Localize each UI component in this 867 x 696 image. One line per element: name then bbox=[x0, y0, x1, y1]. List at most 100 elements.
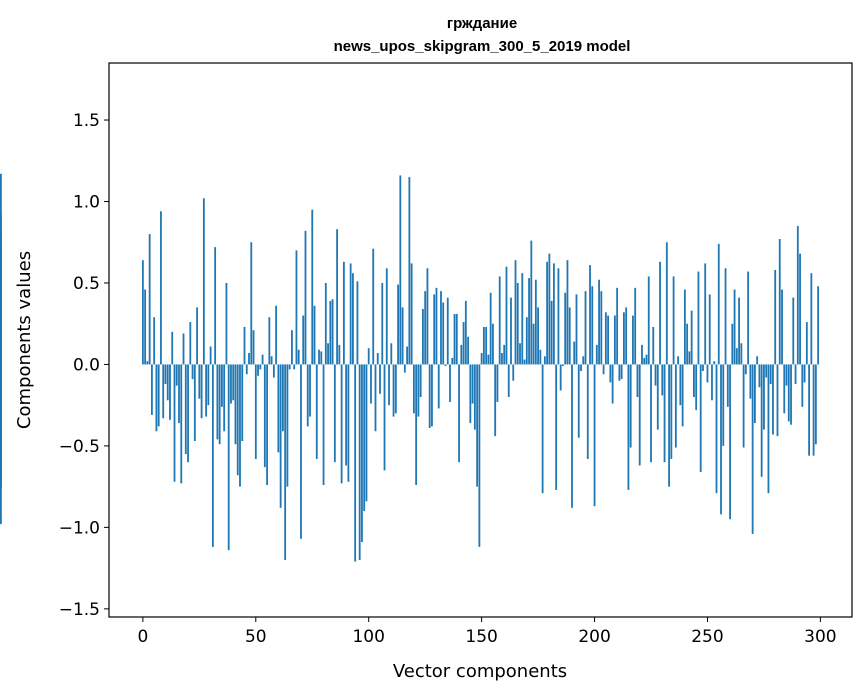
bar bbox=[318, 349, 320, 365]
bar bbox=[787, 364, 790, 422]
bar bbox=[577, 364, 580, 438]
bar bbox=[510, 297, 512, 365]
bar bbox=[293, 364, 296, 370]
bar bbox=[589, 265, 591, 365]
bar bbox=[573, 341, 576, 365]
bar bbox=[627, 364, 630, 490]
bar bbox=[333, 364, 336, 463]
bar bbox=[275, 305, 278, 365]
bar bbox=[496, 364, 499, 402]
bar bbox=[742, 364, 745, 448]
bar bbox=[523, 359, 526, 365]
bar bbox=[805, 322, 808, 365]
bar bbox=[320, 351, 323, 365]
bar bbox=[697, 271, 700, 365]
x-tick-label: 250 bbox=[691, 627, 723, 647]
bar bbox=[291, 330, 293, 365]
bar bbox=[415, 364, 418, 486]
bar bbox=[582, 356, 585, 365]
bar bbox=[699, 364, 702, 472]
y-tick-label: −1.0 bbox=[59, 518, 100, 538]
bar bbox=[661, 364, 664, 396]
bar bbox=[223, 364, 226, 432]
x-axis: 0 50 100 150 200 250 300 bbox=[137, 617, 837, 647]
bar bbox=[652, 326, 655, 365]
bar bbox=[184, 364, 187, 455]
bar bbox=[417, 364, 420, 417]
bar bbox=[620, 364, 623, 380]
bar bbox=[225, 282, 228, 365]
bar bbox=[297, 349, 300, 365]
bar bbox=[435, 287, 438, 365]
bar bbox=[166, 364, 169, 401]
bar bbox=[562, 364, 564, 367]
bar bbox=[207, 364, 210, 406]
bar bbox=[783, 364, 786, 414]
bar bbox=[749, 364, 752, 399]
bar bbox=[512, 364, 515, 381]
bar bbox=[442, 302, 445, 365]
bar bbox=[467, 336, 469, 365]
bar bbox=[713, 361, 716, 365]
bar bbox=[494, 364, 497, 437]
bar bbox=[744, 364, 747, 375]
bar bbox=[812, 364, 815, 456]
bar bbox=[187, 364, 189, 463]
bar bbox=[180, 364, 183, 484]
bar bbox=[519, 343, 521, 365]
bar bbox=[372, 248, 375, 365]
bar bbox=[654, 364, 657, 386]
chart-title: грждание bbox=[447, 15, 517, 32]
bar bbox=[202, 198, 205, 365]
bar bbox=[146, 361, 149, 365]
bar bbox=[151, 364, 153, 415]
bar bbox=[665, 242, 668, 365]
bar bbox=[564, 292, 567, 365]
bar bbox=[717, 243, 720, 365]
bar bbox=[218, 364, 221, 445]
bar bbox=[722, 364, 725, 446]
bar bbox=[437, 364, 440, 409]
bar bbox=[313, 305, 316, 365]
bar bbox=[720, 364, 722, 515]
bar bbox=[593, 364, 596, 507]
bar bbox=[304, 230, 307, 365]
x-tick-label: 100 bbox=[352, 627, 384, 647]
bar bbox=[300, 364, 302, 539]
bar bbox=[668, 364, 670, 487]
bar bbox=[327, 343, 329, 365]
bar bbox=[200, 364, 203, 419]
x-tick-label: 0 bbox=[137, 627, 148, 647]
bar bbox=[756, 356, 759, 365]
bar bbox=[324, 282, 327, 365]
bar bbox=[794, 364, 797, 384]
bar bbox=[774, 269, 777, 365]
bar bbox=[309, 364, 311, 417]
bar bbox=[363, 364, 366, 512]
bar bbox=[205, 364, 208, 417]
bar bbox=[0, 297, 2, 365]
bar bbox=[347, 364, 350, 482]
bar bbox=[471, 364, 474, 404]
bar bbox=[625, 307, 628, 365]
bar bbox=[677, 356, 680, 365]
bar bbox=[568, 307, 571, 365]
bar bbox=[376, 353, 379, 365]
bar bbox=[388, 364, 390, 406]
bar bbox=[498, 276, 501, 365]
bar bbox=[681, 364, 684, 427]
bar bbox=[659, 261, 661, 365]
bar bbox=[349, 263, 352, 365]
bar bbox=[453, 313, 456, 365]
bar bbox=[758, 364, 761, 388]
bar bbox=[525, 317, 528, 365]
bar bbox=[514, 260, 517, 365]
bar bbox=[144, 289, 147, 365]
bar bbox=[272, 364, 275, 378]
bar bbox=[390, 343, 393, 365]
bar bbox=[302, 315, 305, 365]
bar bbox=[607, 315, 609, 365]
bar bbox=[505, 266, 508, 365]
bar bbox=[575, 294, 578, 365]
bar bbox=[440, 291, 442, 365]
